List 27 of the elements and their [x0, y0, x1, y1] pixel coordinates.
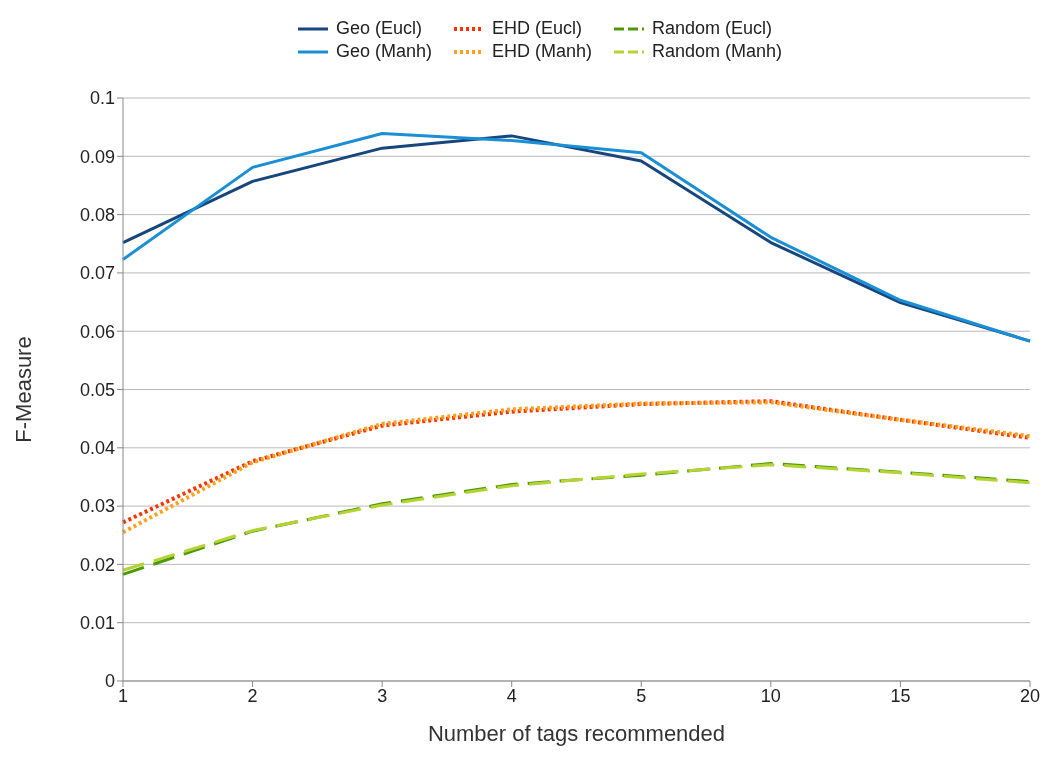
- y-tick-label: 0.07: [79, 263, 115, 284]
- y-tick-label: 0: [104, 671, 115, 692]
- y-tick-label: 0.06: [79, 321, 115, 342]
- y-tick-label: 0.09: [79, 146, 115, 167]
- legend-label: Random (Manh): [652, 41, 783, 62]
- x-tick-label: 15: [890, 685, 911, 706]
- y-tick-label: 0.08: [79, 204, 115, 225]
- x-tick-label: 20: [1019, 685, 1041, 706]
- y-tick-label: 0.04: [79, 438, 115, 459]
- x-axis-title: Number of tags recommended: [427, 721, 726, 746]
- y-axis-title: F-Measure: [10, 336, 36, 443]
- y-tick-label: 0.01: [79, 613, 115, 634]
- x-tick-label: 10: [760, 685, 781, 706]
- x-tick-label: 2: [247, 685, 258, 706]
- y-tick-label: 0.1: [89, 88, 115, 109]
- x-tick-label: 4: [506, 685, 517, 706]
- legend-label: Random (Eucl): [652, 18, 773, 39]
- x-tick-label: 5: [636, 685, 647, 706]
- y-tick-label: 0.03: [79, 496, 115, 517]
- legend-label: Geo (Manh): [335, 41, 432, 62]
- legend-label: Geo (Eucl): [335, 18, 422, 39]
- y-tick-label: 0.05: [79, 379, 115, 400]
- legend-label: EHD (Manh): [491, 41, 592, 62]
- y-tick-label: 0.02: [79, 554, 115, 575]
- x-tick-label: 1: [117, 685, 129, 706]
- x-tick-label: 3: [377, 685, 388, 706]
- legend-label: EHD (Eucl): [491, 18, 582, 39]
